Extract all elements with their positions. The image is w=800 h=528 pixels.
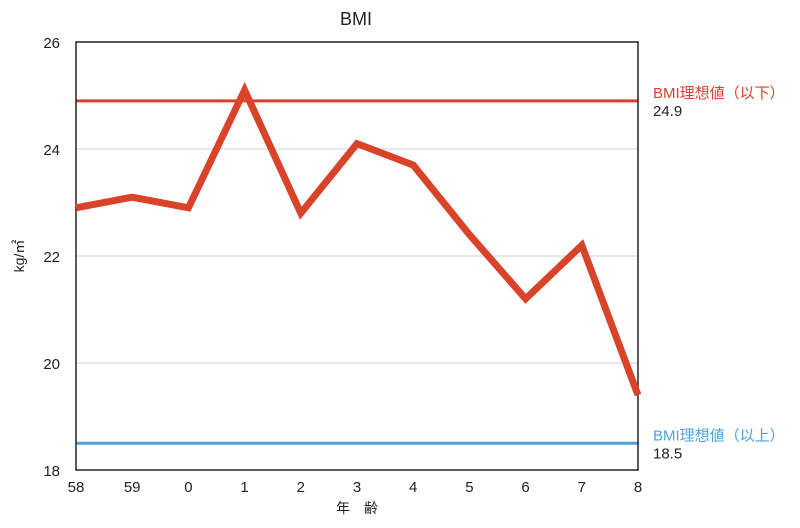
reference-value-label: 24.9 <box>653 103 682 120</box>
reference-label: BMI理想値（以下） <box>653 85 785 102</box>
reference-value-label: 18.5 <box>653 445 682 462</box>
reference-lines <box>76 99 638 445</box>
x-tick-label: 0 <box>184 479 192 496</box>
x-tick-label: 59 <box>124 479 141 496</box>
chart-title: BMI <box>340 9 372 29</box>
y-tick-labels: 18 20 22 24 26 <box>43 35 60 480</box>
y-tick-label: 24 <box>43 142 60 159</box>
y-tick-label: 18 <box>43 463 60 480</box>
x-tick-label: 58 <box>68 479 85 496</box>
y-tick-label: 20 <box>43 356 60 373</box>
reference-labels: BMI理想値（以下）24.9 BMI理想値（以上）18.5 <box>653 85 785 462</box>
plot-frame <box>75 41 639 471</box>
x-tick-label: 8 <box>634 479 642 496</box>
y-axis-label: kg/㎡ <box>11 240 27 273</box>
reference-label: BMI理想値（以上） <box>653 427 785 444</box>
x-tick-label: 4 <box>409 479 417 496</box>
series-line <box>75 81 642 397</box>
x-tick-label: 5 <box>465 479 473 496</box>
x-tick-label: 3 <box>353 479 361 496</box>
y-tick-label: 22 <box>43 249 60 266</box>
x-axis-label: 年 齢 <box>336 500 378 516</box>
x-tick-label: 2 <box>297 479 305 496</box>
x-tick-label: 6 <box>521 479 529 496</box>
y-tick-label: 26 <box>43 35 60 52</box>
x-tick-label: 1 <box>240 479 248 496</box>
x-tick-label: 7 <box>578 479 586 496</box>
series-group <box>75 81 642 397</box>
grid-lines <box>76 148 638 364</box>
x-tick-labels: 58 59 0 1 2 3 4 5 6 7 8 <box>68 479 643 496</box>
